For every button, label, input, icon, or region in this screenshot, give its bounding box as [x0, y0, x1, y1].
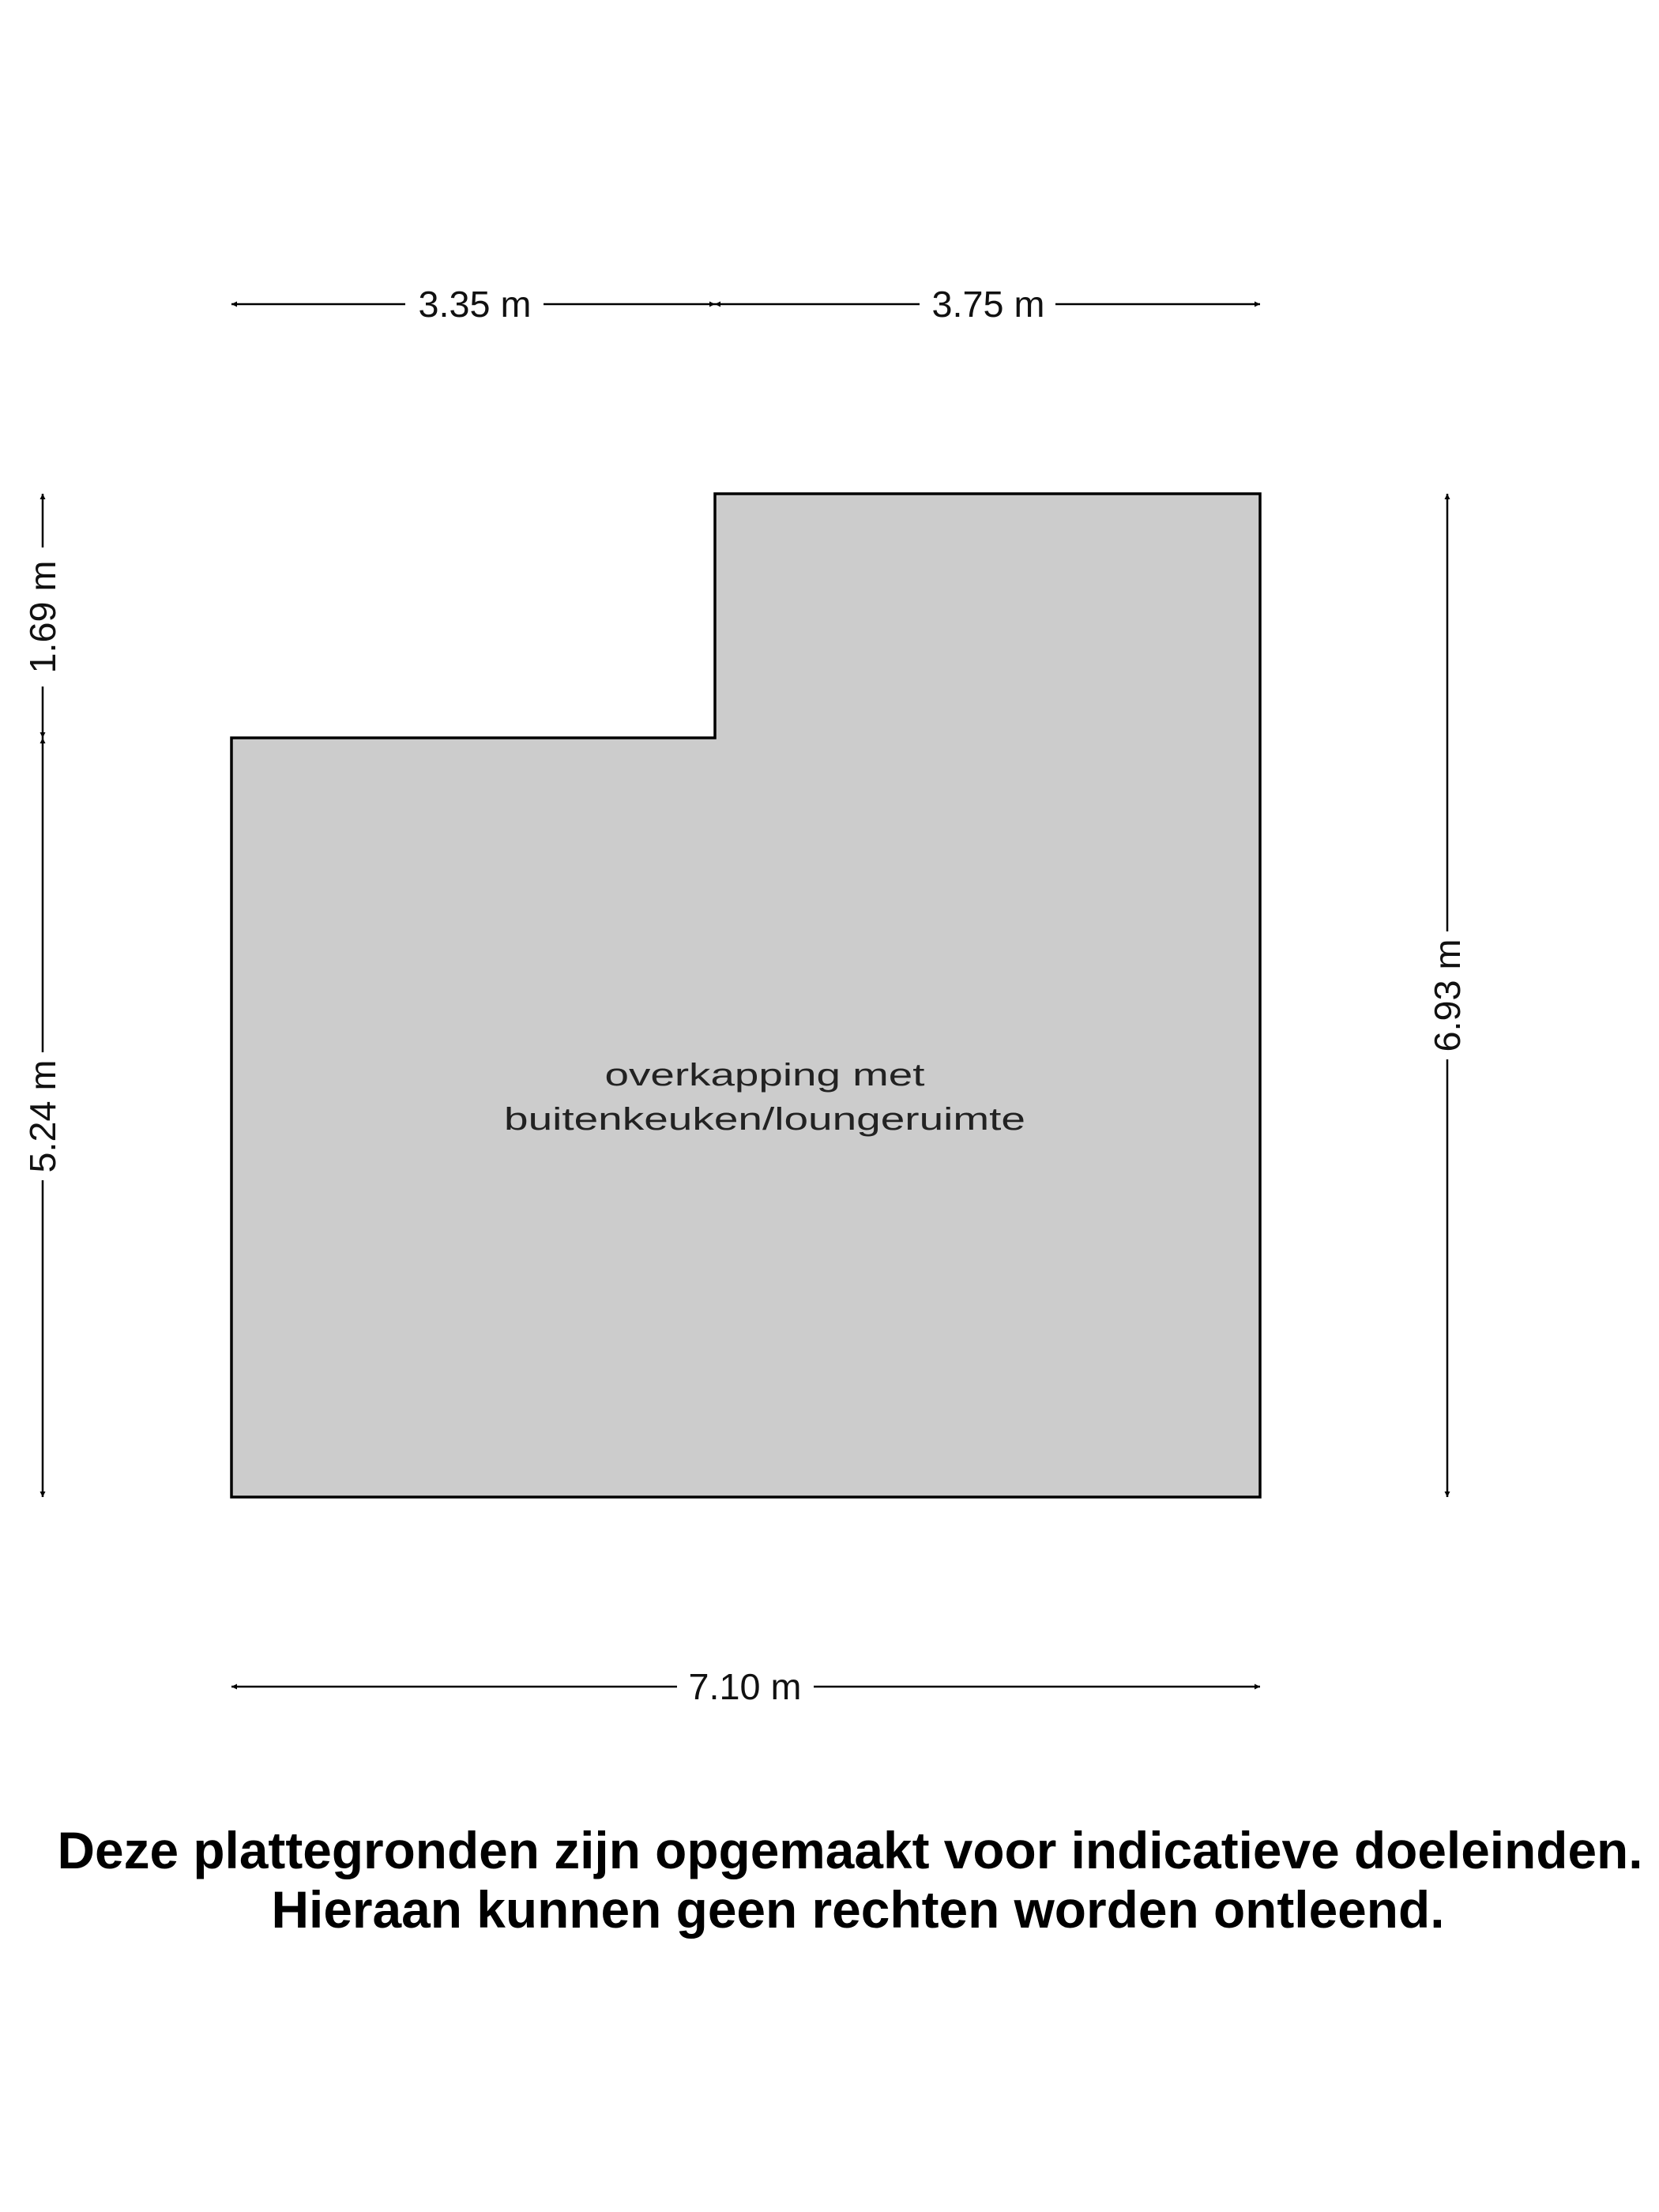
dimension-label: 6.93 m: [1427, 939, 1468, 1052]
dimension-right: 6.93 m: [1427, 494, 1468, 1497]
disclaimer-line2: Hieraan kunnen geen rechten worden ontle…: [272, 1880, 1445, 1939]
dimension-label: 1.69 m: [22, 561, 63, 674]
dimension-label: 5.24 m: [22, 1060, 63, 1173]
dimension-bottom: 7.10 m: [231, 1666, 1260, 1707]
dimension-left-upper: 1.69 m: [22, 494, 63, 738]
dimension-top-left: 3.35 m: [231, 284, 715, 325]
room-label-line2: buitenkeuken/loungeruimte: [504, 1102, 1025, 1137]
room-overkapping: [230, 492, 1262, 1499]
dimension-label: 7.10 m: [689, 1666, 802, 1707]
dimension-top-right: 3.75 m: [715, 284, 1260, 325]
dimension-label: 3.35 m: [419, 284, 532, 325]
dimension-label: 3.75 m: [932, 284, 1045, 325]
room-label-line1: overkapping met: [605, 1058, 925, 1093]
disclaimer-line1: Deze plattegronden zijn opgemaakt voor i…: [58, 1821, 1643, 1879]
dimension-left-lower: 5.24 m: [22, 738, 63, 1497]
